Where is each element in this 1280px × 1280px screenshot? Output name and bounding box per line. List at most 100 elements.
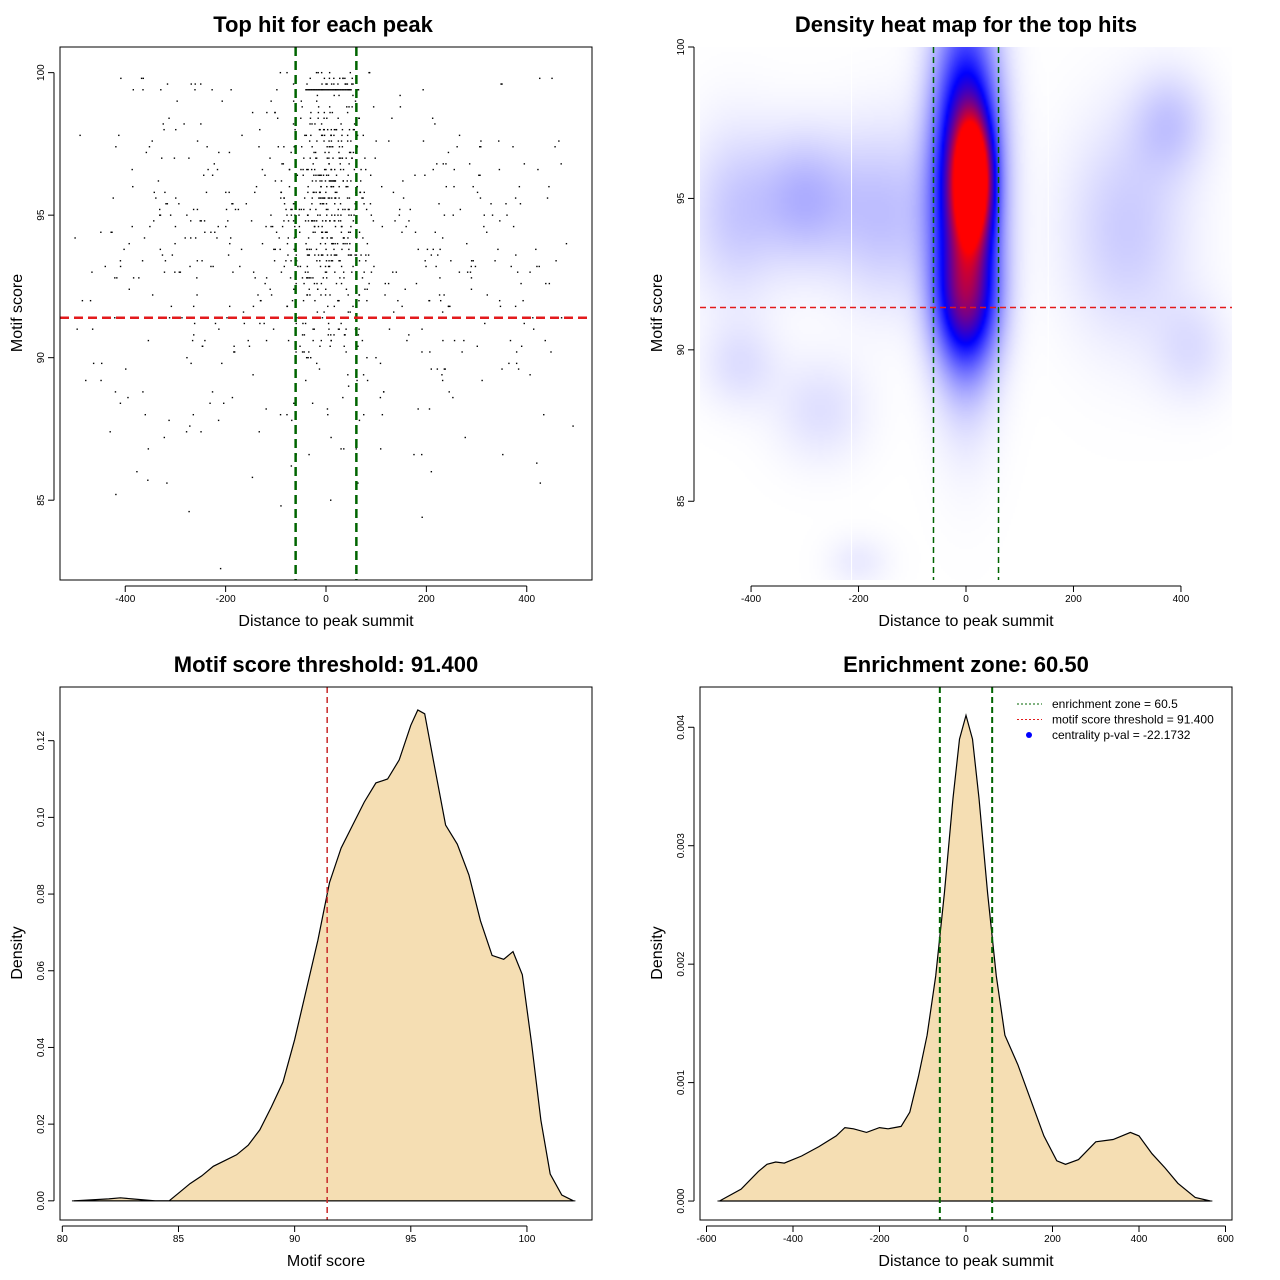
- data-point: [346, 83, 349, 85]
- data-point: [307, 168, 309, 171]
- data-point: [312, 231, 314, 233]
- data-point: [331, 180, 334, 182]
- data-point: [328, 157, 330, 159]
- y-tick-label: 95: [676, 192, 687, 204]
- data-point: [132, 277, 135, 279]
- x-tick-label: 400: [518, 594, 535, 605]
- data-point: [364, 157, 366, 159]
- data-point: [260, 299, 262, 302]
- data-point: [186, 356, 188, 359]
- data-point: [421, 516, 423, 518]
- data-point: [329, 111, 331, 114]
- data-point: [323, 117, 325, 119]
- data-point: [298, 225, 301, 228]
- data-point: [196, 140, 199, 142]
- data-point: [352, 220, 355, 222]
- data-point: [335, 254, 338, 256]
- data-point: [270, 214, 272, 216]
- data-point: [307, 191, 309, 194]
- data-point: [319, 128, 321, 131]
- data-point: [408, 220, 410, 222]
- data-point: [344, 83, 346, 85]
- data-point: [340, 140, 343, 142]
- data-point: [110, 231, 112, 233]
- data-point: [265, 339, 268, 342]
- data-point: [300, 117, 302, 119]
- data-point: [321, 134, 324, 137]
- data-point: [153, 191, 155, 194]
- chart-title: Density heat map for the top hits: [795, 12, 1137, 37]
- data-point: [316, 282, 318, 285]
- data-point: [325, 288, 327, 290]
- data-point: [147, 448, 150, 450]
- data-point: [200, 123, 202, 125]
- data-point: [91, 271, 93, 273]
- data-point: [306, 214, 309, 216]
- data-point: [453, 339, 456, 342]
- data-point: [352, 265, 354, 268]
- x-tick-label: -200: [869, 1234, 889, 1245]
- data-point: [118, 134, 120, 137]
- data-point: [313, 282, 316, 285]
- data-point: [196, 208, 199, 211]
- data-point: [212, 265, 214, 268]
- data-point: [141, 260, 144, 262]
- data-point: [339, 77, 341, 80]
- data-point: [225, 191, 227, 194]
- data-point: [136, 470, 138, 473]
- data-point: [329, 345, 331, 347]
- data-point: [207, 168, 209, 171]
- data-point: [322, 128, 325, 131]
- data-point: [330, 254, 332, 256]
- data-point: [398, 214, 401, 216]
- data-point: [372, 220, 375, 222]
- data-point: [324, 265, 327, 268]
- data-point: [190, 362, 192, 365]
- data-point: [434, 123, 436, 125]
- data-point: [417, 408, 419, 410]
- data-point: [323, 77, 326, 80]
- data-point: [320, 134, 323, 137]
- data-point: [366, 242, 369, 245]
- data-point: [185, 431, 188, 433]
- data-point: [332, 89, 335, 91]
- data-point: [330, 128, 333, 131]
- x-tick-label: 0: [963, 1234, 969, 1245]
- data-point: [178, 271, 181, 273]
- data-point: [456, 146, 458, 148]
- data-point: [280, 197, 282, 199]
- data-point: [434, 231, 436, 233]
- data-point: [326, 89, 328, 91]
- data-point: [243, 322, 246, 325]
- data-point: [166, 83, 169, 85]
- data-point: [402, 197, 405, 199]
- data-point: [331, 214, 333, 216]
- plot-frame: [59, 686, 593, 1221]
- data-point: [311, 197, 313, 199]
- data-point: [325, 220, 327, 222]
- data-point: [316, 94, 319, 97]
- data-point: [258, 431, 260, 433]
- data-point: [347, 185, 349, 188]
- data-point: [123, 248, 125, 251]
- data-point: [350, 254, 353, 256]
- data-point: [119, 260, 122, 262]
- data-point: [292, 220, 295, 222]
- data-point: [320, 294, 322, 296]
- x-tick-label: 90: [289, 1234, 301, 1245]
- data-point: [270, 294, 273, 296]
- data-point: [280, 191, 282, 194]
- data-point: [430, 470, 433, 473]
- data-point: [274, 180, 277, 182]
- data-point: [334, 168, 336, 171]
- data-point: [272, 328, 275, 330]
- y-tick-label: 100: [36, 64, 47, 81]
- x-tick-label: 100: [519, 1234, 536, 1245]
- data-point: [210, 231, 212, 233]
- data-point: [347, 174, 349, 176]
- data-point: [319, 214, 321, 216]
- data-point: [498, 168, 501, 171]
- data-point: [337, 83, 339, 85]
- panel-scatter: Top hit for each peak -400 -200 0 200 400 85 9…: [9, 12, 593, 630]
